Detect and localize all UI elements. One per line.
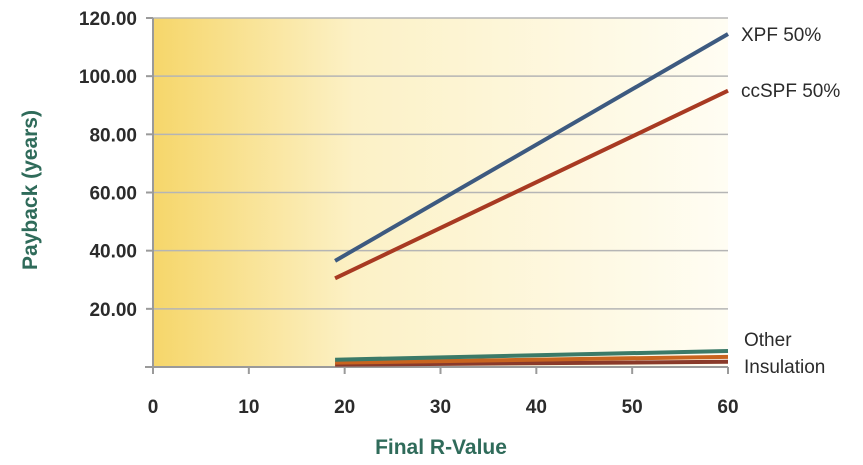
series-line-0 — [334, 32, 729, 263]
x-tick-label-5: 50 — [622, 397, 643, 418]
y-tick-label-1: 40.00 — [89, 242, 137, 263]
y-axis-title: Payback (years) — [19, 110, 42, 270]
x-tick-label-1: 10 — [238, 397, 259, 418]
series-label-ccspf: ccSPF 50% — [741, 81, 840, 102]
series-line-2 — [335, 349, 729, 362]
x-tick-label-6: 60 — [717, 397, 738, 418]
series-line-3 — [335, 354, 729, 365]
x-tick-label-4: 40 — [526, 397, 547, 418]
series-labels: XPF 50% ccSPF 50% Other Insulation — [741, 25, 840, 378]
series-line-1 — [334, 88, 729, 281]
series-label-other: Other — [744, 330, 792, 351]
series-line-4 — [335, 359, 729, 367]
series-label-insulation: Insulation — [744, 357, 825, 378]
series-lines — [334, 32, 729, 367]
x-tick-labels: 0 10 20 30 40 50 60 — [148, 367, 739, 418]
x-tick-label-0: 0 — [148, 397, 159, 418]
y-tick-labels: 20.00 40.00 60.00 80.00 100.00 120.00 — [79, 9, 153, 321]
y-tick-label-4: 100.00 — [79, 67, 137, 88]
x-tick-label-3: 30 — [430, 397, 451, 418]
y-tick-label-0: 20.00 — [89, 300, 137, 321]
grid — [153, 17, 728, 310]
x-tick-label-2: 20 — [334, 397, 355, 418]
y-tick-label-3: 80.00 — [89, 125, 137, 146]
y-tick-label-5: 120.00 — [79, 9, 137, 30]
x-axis-title: Final R-Value — [375, 436, 507, 459]
series-label-xpf: XPF 50% — [741, 25, 821, 46]
y-tick-label-2: 60.00 — [89, 184, 137, 205]
